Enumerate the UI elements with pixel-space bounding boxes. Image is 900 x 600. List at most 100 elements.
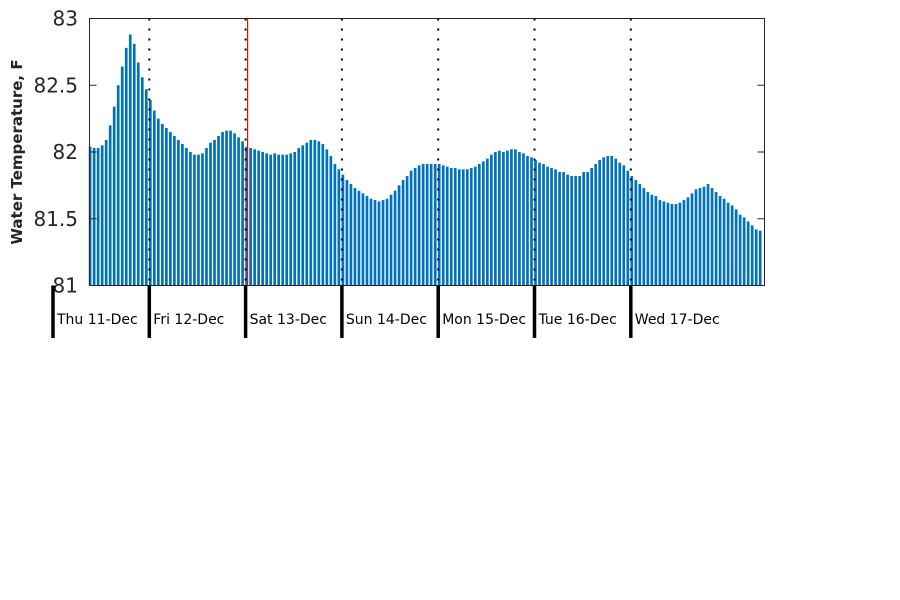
bar — [88, 146, 92, 286]
y-tick-label: 81 — [53, 274, 78, 298]
y-tick-label: 81.5 — [33, 207, 78, 231]
bar — [658, 200, 662, 286]
bar — [357, 190, 361, 286]
bar — [329, 156, 333, 286]
bar — [469, 168, 473, 286]
bar — [373, 200, 377, 286]
bar — [486, 158, 489, 286]
bar — [124, 47, 128, 286]
x-tick-label: Fri 12-Dec — [153, 312, 224, 328]
bar — [570, 176, 573, 286]
bar — [510, 149, 513, 286]
bar — [269, 154, 273, 286]
bar — [441, 165, 445, 286]
bar — [714, 192, 718, 286]
bar — [377, 201, 381, 286]
bar — [754, 229, 758, 286]
bar — [393, 190, 397, 286]
y-tick-label: 82.5 — [33, 73, 78, 97]
bar — [646, 192, 650, 286]
x-tick-label: Wed 17-Dec — [635, 312, 720, 328]
bar — [602, 157, 606, 286]
bar — [317, 141, 321, 286]
bar — [726, 202, 730, 286]
bar — [281, 154, 285, 286]
bar — [116, 85, 120, 286]
bar — [634, 180, 638, 286]
bar — [337, 169, 341, 286]
bar — [506, 150, 509, 286]
bar — [590, 168, 594, 286]
bar — [229, 130, 232, 286]
bar — [710, 188, 714, 286]
bar — [112, 106, 116, 286]
bar — [297, 147, 301, 286]
bar — [546, 166, 549, 286]
bar — [313, 139, 317, 286]
bar — [189, 152, 192, 286]
bar — [526, 156, 529, 286]
bar — [494, 152, 497, 286]
bar — [265, 153, 269, 286]
bar — [285, 154, 289, 286]
bar — [638, 184, 642, 286]
bar — [718, 196, 722, 286]
bar — [417, 165, 421, 286]
bar — [518, 152, 521, 286]
bar — [618, 162, 622, 286]
y-tick-label: 83 — [53, 7, 78, 31]
bar — [245, 146, 248, 286]
bar — [465, 169, 469, 286]
bar — [630, 176, 634, 286]
bar — [534, 160, 537, 286]
bar — [349, 184, 353, 286]
bar — [221, 131, 224, 286]
bar — [594, 164, 598, 286]
bar — [361, 193, 365, 286]
bar — [425, 164, 429, 286]
bar — [550, 168, 553, 286]
bar — [104, 139, 108, 286]
bar — [562, 172, 565, 286]
bar — [445, 166, 449, 286]
bar — [457, 169, 461, 286]
y-tick-label: 82 — [53, 140, 78, 164]
bar — [622, 165, 626, 286]
bar — [217, 135, 220, 286]
x-tick-label: Sat 13-Dec — [250, 312, 327, 328]
bar — [261, 152, 264, 286]
bar — [136, 62, 140, 286]
y-axis-label: Water Temperature, F — [8, 59, 26, 244]
bar — [702, 186, 706, 286]
bar — [730, 205, 734, 286]
bar — [694, 189, 698, 286]
x-tick-label: Tue 16-Dec — [538, 312, 617, 328]
bar — [610, 156, 614, 286]
bar — [686, 197, 690, 286]
bar — [722, 198, 726, 286]
bar — [397, 185, 401, 286]
bar — [409, 170, 413, 286]
bar — [706, 184, 710, 286]
bar — [253, 149, 256, 286]
bar — [606, 156, 610, 286]
bar — [257, 150, 260, 286]
bar — [237, 137, 240, 286]
bar — [205, 147, 208, 286]
bar — [120, 66, 124, 286]
y-axis: 81 81.5 82 82.5 83 — [33, 7, 765, 298]
bar — [449, 168, 453, 286]
bar — [666, 202, 670, 286]
bar — [481, 161, 485, 286]
bar — [197, 154, 200, 286]
bar — [185, 147, 188, 286]
bar — [165, 127, 168, 286]
bar — [156, 118, 160, 286]
bar — [353, 188, 357, 286]
bar — [92, 147, 96, 286]
bar — [542, 164, 545, 286]
bar — [654, 196, 658, 286]
bar — [473, 166, 477, 286]
bar — [690, 193, 694, 286]
x-axis: Thu 11-Dec Fri 12-Dec Sat 13-Dec Sun 14-Dec… — [51, 285, 720, 338]
